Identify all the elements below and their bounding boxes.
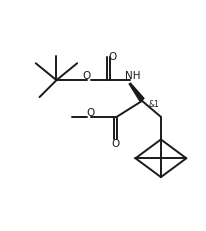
Polygon shape [129,84,143,102]
Text: &1: &1 [147,99,158,108]
Text: O: O [111,139,119,149]
Text: O: O [108,52,116,61]
Text: O: O [86,107,95,117]
Text: NH: NH [125,71,140,81]
Text: O: O [82,71,90,81]
